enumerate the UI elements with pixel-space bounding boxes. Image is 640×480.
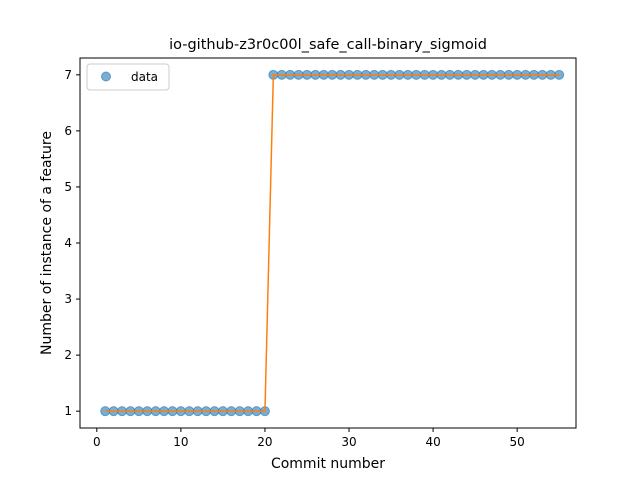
y-tick-label: 3 xyxy=(64,292,72,306)
y-tick-label: 1 xyxy=(64,404,72,418)
plot-area xyxy=(100,69,565,417)
axes-frame xyxy=(79,57,577,429)
x-tick-label: 50 xyxy=(510,435,525,449)
legend-marker-data xyxy=(101,71,111,82)
y-tick-label: 2 xyxy=(64,348,72,362)
y-tick-label: 6 xyxy=(64,124,72,138)
legend: data xyxy=(86,63,170,91)
y-axis: 1 2 3 4 5 6 7 xyxy=(64,68,80,418)
x-tick-label: 30 xyxy=(341,435,356,449)
x-tick-label: 20 xyxy=(257,435,272,449)
x-axis: 0 10 20 30 40 50 xyxy=(93,428,525,449)
x-tick-label: 40 xyxy=(425,435,440,449)
y-tick-label: 7 xyxy=(64,68,72,82)
x-axis-label: Commit number xyxy=(271,456,385,472)
y-tick-label: 4 xyxy=(64,236,72,250)
y-tick-label: 5 xyxy=(64,180,72,194)
legend-box xyxy=(86,63,170,91)
x-tick-label: 10 xyxy=(173,435,188,449)
x-tick-label: 0 xyxy=(93,435,101,449)
chart-title: io-github-z3r0c00l_safe_call-binary_sigm… xyxy=(169,37,487,53)
legend-entry-data: data xyxy=(131,70,158,84)
y-axis-label: Number of instance of a feature xyxy=(39,131,55,355)
series-line xyxy=(105,74,560,412)
